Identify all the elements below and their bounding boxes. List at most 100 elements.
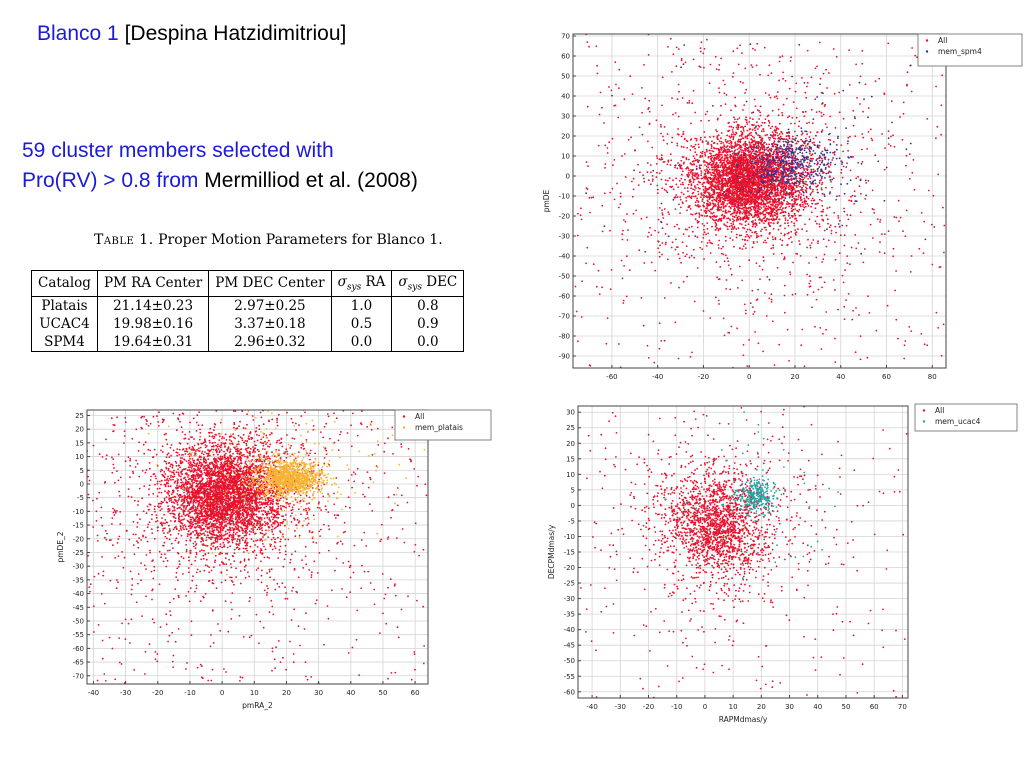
chart-spm4-svg: -60 -40 -20 0 20 40 60 80706050403020100-10-20-… bbox=[542, 33, 1023, 381]
data-point bbox=[752, 193, 754, 196]
data-point bbox=[805, 230, 808, 233]
data-point bbox=[762, 205, 765, 208]
data-point bbox=[691, 160, 694, 163]
data-point bbox=[604, 167, 606, 169]
data-point bbox=[734, 133, 737, 136]
data-point bbox=[724, 138, 727, 141]
data-point bbox=[753, 200, 756, 203]
data-point bbox=[768, 64, 771, 67]
data-point bbox=[744, 224, 747, 227]
data-point bbox=[824, 168, 827, 171]
data-point bbox=[774, 137, 776, 140]
data-point bbox=[754, 214, 756, 217]
data-point bbox=[722, 142, 725, 144]
data-point bbox=[705, 233, 707, 236]
data-point bbox=[820, 188, 823, 191]
data-point bbox=[700, 164, 702, 167]
data-point bbox=[681, 181, 684, 184]
data-point bbox=[760, 130, 763, 133]
data-point bbox=[737, 124, 740, 126]
data-point bbox=[732, 171, 734, 173]
data-point bbox=[916, 56, 918, 58]
data-point bbox=[761, 228, 763, 231]
data-point bbox=[730, 109, 732, 112]
data-point bbox=[782, 179, 785, 182]
data-point bbox=[783, 258, 785, 261]
data-point bbox=[674, 112, 677, 114]
data-point bbox=[866, 148, 868, 150]
data-point bbox=[738, 234, 741, 237]
data-point bbox=[741, 175, 743, 178]
data-point bbox=[642, 324, 645, 327]
data-point bbox=[720, 148, 723, 151]
data-point bbox=[742, 180, 745, 183]
data-point bbox=[726, 184, 729, 187]
data-point bbox=[843, 244, 846, 247]
data-point bbox=[777, 137, 780, 140]
data-point bbox=[769, 160, 772, 163]
data-point bbox=[724, 157, 726, 160]
data-point bbox=[773, 364, 776, 366]
data-point bbox=[707, 232, 709, 235]
data-point bbox=[774, 189, 777, 192]
data-point bbox=[906, 71, 909, 74]
data-point bbox=[918, 247, 921, 250]
data-point bbox=[698, 212, 701, 215]
data-point bbox=[721, 184, 724, 187]
data-point bbox=[765, 229, 767, 231]
data-point bbox=[770, 218, 773, 221]
data-point bbox=[622, 229, 624, 232]
data-point bbox=[728, 125, 731, 128]
data-point bbox=[757, 140, 760, 143]
data-point bbox=[829, 139, 832, 141]
data-point bbox=[730, 231, 733, 233]
data-point bbox=[769, 163, 772, 166]
data-point bbox=[726, 145, 729, 147]
data-point bbox=[756, 173, 759, 176]
data-point bbox=[876, 218, 879, 221]
data-point bbox=[668, 213, 670, 216]
data-point bbox=[756, 184, 759, 186]
data-point bbox=[722, 210, 724, 213]
data-point bbox=[776, 184, 779, 187]
data-point bbox=[733, 116, 735, 119]
data-point bbox=[823, 229, 826, 232]
data-point bbox=[777, 167, 780, 170]
data-point bbox=[751, 157, 754, 160]
data-point bbox=[871, 189, 874, 192]
title-author: [Despina Hatzidimitriou] bbox=[124, 22, 347, 45]
data-point bbox=[922, 252, 925, 255]
data-point bbox=[711, 225, 713, 228]
data-point bbox=[720, 104, 722, 107]
data-point bbox=[800, 344, 803, 346]
data-point bbox=[745, 309, 747, 312]
data-point bbox=[737, 184, 740, 187]
data-point bbox=[799, 214, 802, 217]
data-point bbox=[679, 196, 682, 198]
data-point bbox=[821, 150, 824, 153]
data-point bbox=[684, 178, 686, 181]
data-point bbox=[671, 136, 674, 139]
data-point bbox=[655, 119, 658, 122]
data-point bbox=[741, 248, 744, 251]
data-point bbox=[730, 125, 733, 128]
data-point bbox=[755, 64, 758, 67]
data-point bbox=[841, 274, 844, 277]
data-point bbox=[799, 167, 802, 170]
data-point bbox=[861, 62, 864, 65]
data-point bbox=[778, 194, 780, 197]
data-point bbox=[640, 297, 643, 299]
data-point bbox=[647, 179, 650, 182]
data-point bbox=[743, 215, 746, 218]
data-point bbox=[775, 203, 777, 206]
data-point bbox=[680, 135, 683, 138]
data-point bbox=[699, 156, 701, 159]
data-point bbox=[660, 124, 662, 126]
data-point bbox=[710, 208, 713, 211]
data-point bbox=[796, 140, 799, 143]
data-point bbox=[712, 185, 714, 188]
data-point bbox=[741, 132, 743, 135]
data-point bbox=[809, 131, 812, 134]
data-point bbox=[840, 144, 843, 146]
data-point bbox=[775, 198, 777, 201]
